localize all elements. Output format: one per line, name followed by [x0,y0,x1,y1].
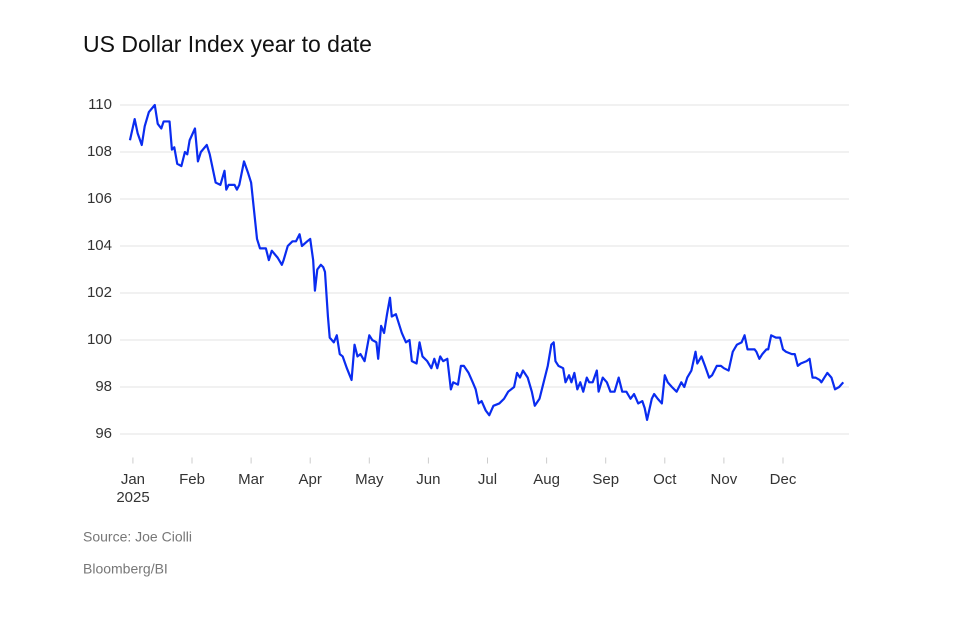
y-tick-label: 104 [87,237,112,254]
y-tick-label: 96 [95,425,112,442]
x-tick-label: Sep [592,471,619,488]
x-tick-label: Aug [533,471,560,488]
y-tick-label: 110 [88,96,112,113]
y-tick-label: 98 [95,378,112,395]
x-year-label: 2025 [116,489,149,506]
x-tick-label: Dec [770,471,797,488]
x-tick-label: Mar [238,471,264,488]
credit: Bloomberg/BI [83,561,168,577]
x-tick-label: Feb [179,471,205,488]
x-tick-label: May [355,471,384,488]
x-tick-label: Jul [478,471,497,488]
x-tick-label: Apr [299,471,322,488]
y-tick-label: 100 [87,331,112,348]
x-tick-label: Jan [121,471,145,488]
chart-title: US Dollar Index year to date [83,31,372,57]
x-tick-label: Oct [653,471,677,488]
source: Source: Joe Ciolli [83,529,192,545]
y-tick-label: 102 [87,284,112,301]
y-tick-label: 108 [87,143,112,160]
x-tick-label: Nov [711,471,738,488]
line [128,103,845,421]
y-tick-label: 106 [87,190,112,207]
x-tick-label: Jun [416,471,440,488]
